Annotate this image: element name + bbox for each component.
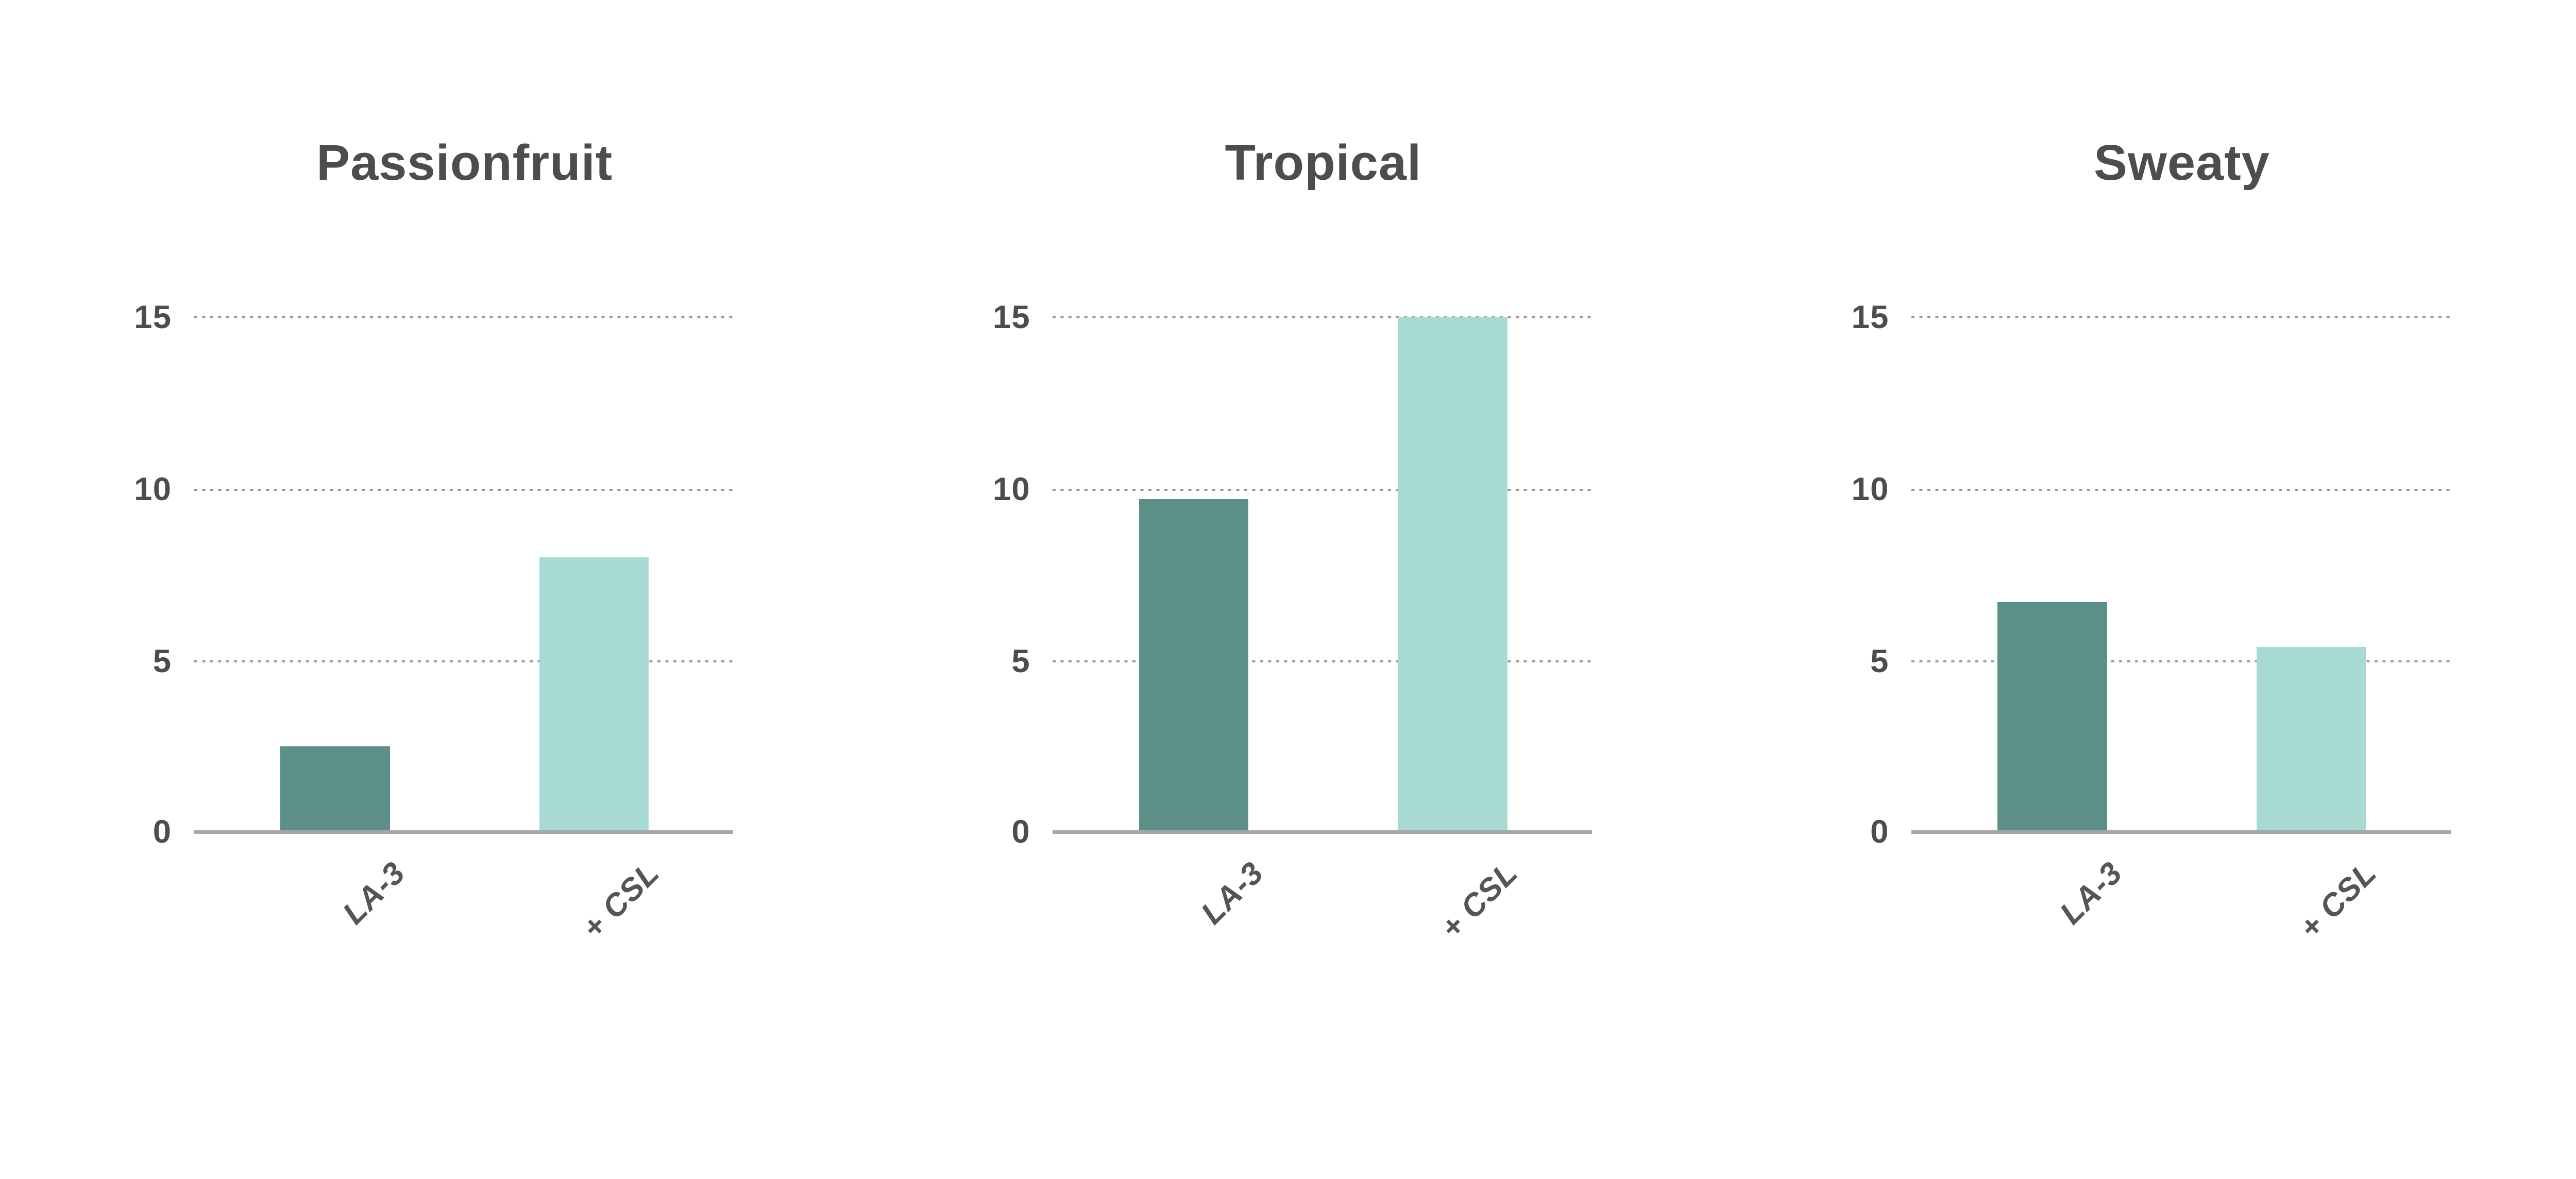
- y-tick-label: 5: [1011, 643, 1030, 679]
- x-axis-line: [194, 830, 734, 834]
- x-category-label-text: + CSL: [575, 855, 666, 946]
- x-category-label-text: + CSL: [1433, 855, 1524, 946]
- x-category-label-text: LA-3: [1194, 855, 1270, 931]
- x-axis-line: [1053, 830, 1592, 834]
- y-tick-label: 10: [134, 471, 172, 507]
- y-tick-label: 15: [1851, 299, 1889, 335]
- bar-chart-figure: Passionfruit 15 10 5 0 LA-3 + CSL Tropic…: [0, 0, 2576, 1023]
- bar-csl: [2256, 646, 2366, 832]
- y-gridline: [194, 660, 734, 663]
- y-tick-label: 10: [1851, 471, 1889, 507]
- bar-la3: [280, 746, 390, 832]
- x-category-label-text: + CSL: [2292, 855, 2383, 946]
- y-tick-label: 5: [152, 643, 172, 679]
- y-gridline: [1053, 488, 1592, 491]
- plot-area: [1053, 316, 1592, 834]
- y-gridline: [1911, 316, 2451, 319]
- x-category-label-text: LA-3: [335, 855, 412, 931]
- y-tick-label: 15: [134, 299, 172, 335]
- y-tick-label: 0: [1870, 814, 1889, 850]
- chart-title: Tropical: [1225, 134, 1422, 191]
- y-tick-label: 0: [1011, 814, 1030, 850]
- chart-panel-tropical: Tropical 15 10 5 0 LA-3 + CSL: [859, 0, 1718, 1023]
- y-gridline: [1911, 488, 2451, 491]
- y-tick-label: 10: [992, 471, 1030, 507]
- chart-title: Passionfruit: [316, 134, 613, 191]
- plot-area: [194, 316, 734, 834]
- bar-la3: [1997, 602, 2107, 832]
- chart-title: Sweaty: [2094, 134, 2270, 191]
- plot-area: [1911, 316, 2451, 834]
- y-gridline: [194, 316, 734, 319]
- y-gridline: [1053, 660, 1592, 663]
- bar-csl: [539, 557, 649, 832]
- y-tick-label: 15: [992, 299, 1030, 335]
- y-gridline: [1911, 660, 2451, 663]
- x-axis-line: [1911, 830, 2451, 834]
- chart-panel-sweaty: Sweaty 15 10 5 0 LA-3 + CSL: [1717, 0, 2576, 1023]
- chart-panel-passionfruit: Passionfruit 15 10 5 0 LA-3 + CSL: [0, 0, 859, 1023]
- y-gridline: [194, 488, 734, 491]
- bar-la3: [1139, 499, 1249, 832]
- y-tick-label: 0: [152, 814, 172, 850]
- y-gridline: [1053, 316, 1592, 319]
- x-category-label-text: LA-3: [2053, 855, 2129, 931]
- y-tick-label: 5: [1870, 643, 1889, 679]
- bar-csl: [1398, 317, 1507, 832]
